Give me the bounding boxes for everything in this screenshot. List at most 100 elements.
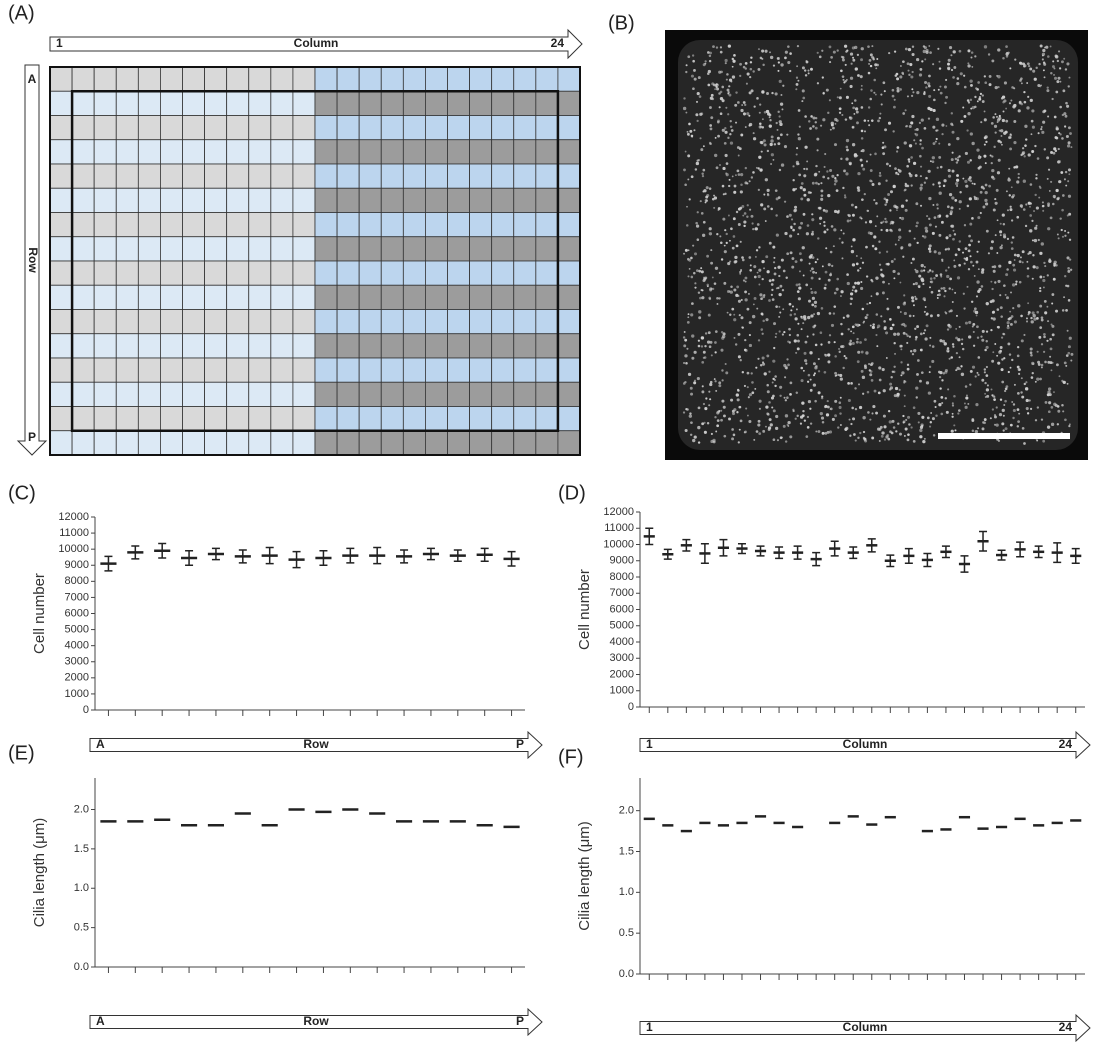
cell-speck xyxy=(686,206,688,208)
cell-speck xyxy=(1021,103,1024,106)
cell-speck xyxy=(950,54,952,56)
arrow-label: Column xyxy=(843,737,888,751)
cell-speck xyxy=(721,258,723,260)
well xyxy=(160,237,182,261)
cell-speck xyxy=(896,77,899,80)
cell-speck xyxy=(757,68,760,71)
cell-speck xyxy=(979,96,981,98)
cell-speck xyxy=(1057,77,1060,80)
y-tick-label: 3000 xyxy=(65,656,89,668)
cell-speck xyxy=(875,276,878,279)
cell-speck xyxy=(708,331,711,334)
well xyxy=(72,358,94,382)
cell-speck xyxy=(724,127,726,129)
cell-speck xyxy=(737,170,740,173)
cell-speck xyxy=(977,100,979,102)
cell-speck xyxy=(899,217,901,219)
cell-speck xyxy=(732,176,734,178)
cell-speck xyxy=(771,406,773,408)
cell-speck xyxy=(966,394,968,396)
cell-speck xyxy=(696,224,699,227)
cell-speck xyxy=(777,57,779,59)
cell-speck xyxy=(935,406,937,408)
cell-speck xyxy=(801,100,803,102)
cell-speck xyxy=(714,341,717,344)
panel-label: (B) xyxy=(608,12,635,34)
cell-speck xyxy=(795,260,798,263)
cell-speck xyxy=(706,194,709,197)
cell-speck xyxy=(1047,55,1050,58)
well xyxy=(183,67,205,91)
well xyxy=(470,213,492,237)
cell-speck xyxy=(702,175,704,177)
cell-speck xyxy=(1047,178,1049,180)
cell-speck xyxy=(994,416,997,419)
cell-speck xyxy=(993,270,996,273)
cell-speck xyxy=(876,292,879,295)
cell-speck xyxy=(1043,333,1046,336)
cell-speck xyxy=(707,84,710,87)
cell-speck xyxy=(687,154,690,157)
cell-speck xyxy=(916,128,919,131)
cell-speck xyxy=(805,341,808,344)
well xyxy=(50,261,72,285)
cell-speck xyxy=(683,97,685,99)
cell-speck xyxy=(878,428,881,431)
cell-speck xyxy=(968,235,971,238)
y-tick-label: 4000 xyxy=(610,636,634,648)
cell-speck xyxy=(1033,314,1036,317)
cell-speck xyxy=(915,143,917,145)
cell-speck xyxy=(745,277,748,280)
cell-speck xyxy=(776,122,778,124)
cell-speck xyxy=(810,115,813,118)
cell-speck xyxy=(857,281,860,284)
well xyxy=(381,407,403,431)
cell-speck xyxy=(1031,133,1033,135)
cell-speck xyxy=(733,318,736,321)
well xyxy=(94,91,116,115)
well xyxy=(160,164,182,188)
well xyxy=(470,358,492,382)
well xyxy=(249,285,271,309)
cell-speck xyxy=(840,158,842,160)
well xyxy=(403,285,425,309)
cell-speck xyxy=(847,282,850,285)
well xyxy=(425,188,447,212)
well xyxy=(249,382,271,406)
cell-speck xyxy=(1044,300,1047,303)
cell-speck xyxy=(1052,65,1055,68)
cell-speck xyxy=(834,177,836,179)
cell-speck xyxy=(761,151,763,153)
y-tick-label: 1.0 xyxy=(74,882,89,894)
well xyxy=(425,334,447,358)
cell-speck xyxy=(838,210,840,212)
cell-speck xyxy=(698,310,701,313)
cell-speck xyxy=(717,120,720,123)
cell-speck xyxy=(925,177,928,180)
cell-speck xyxy=(898,169,901,172)
well xyxy=(470,140,492,164)
cell-speck xyxy=(992,408,994,410)
well xyxy=(50,334,72,358)
cell-speck xyxy=(797,80,799,82)
cell-speck xyxy=(879,264,881,266)
cell-speck xyxy=(782,85,784,87)
cell-speck xyxy=(744,291,747,294)
cell-speck xyxy=(818,278,820,280)
cell-speck xyxy=(846,149,849,152)
cell-speck xyxy=(709,345,712,348)
y-axis-label: Cilia length (μm) xyxy=(31,818,48,928)
cell-speck xyxy=(974,96,976,98)
cell-speck xyxy=(932,232,935,235)
well xyxy=(425,91,447,115)
cell-speck xyxy=(1042,440,1045,443)
cell-speck xyxy=(773,322,776,325)
cell-speck xyxy=(886,298,888,300)
cell-speck xyxy=(770,56,773,59)
cell-speck xyxy=(760,203,763,206)
cell-speck xyxy=(839,401,842,404)
cell-speck xyxy=(701,336,704,339)
cell-speck xyxy=(1031,120,1034,123)
cell-speck xyxy=(774,267,776,269)
cell-speck xyxy=(1018,177,1020,179)
